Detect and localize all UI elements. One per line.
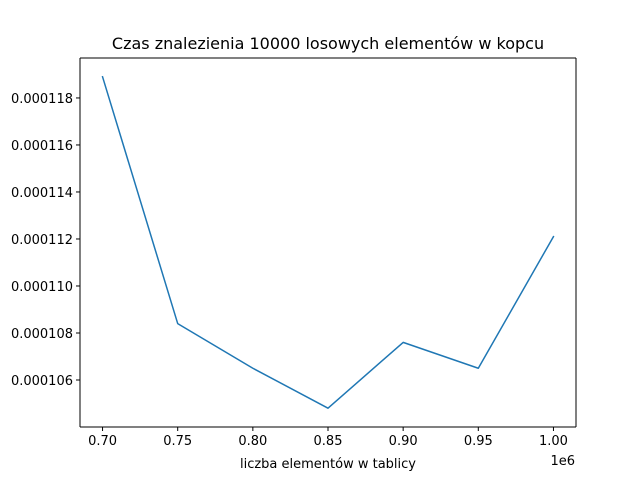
plot-area	[80, 58, 576, 427]
x-tick-label: 0.80	[238, 434, 267, 449]
y-tick-label: 0.000118	[11, 92, 73, 107]
y-tick-label: 0.000108	[11, 327, 73, 342]
y-axis-ticks: 0.000106 0.000108 0.000110 0.000112 0.000114…	[11, 92, 80, 389]
y-tick-label: 0.000114	[11, 186, 73, 201]
series-layer	[101, 75, 555, 409]
x-axis-offset-text: 1e6	[550, 454, 575, 469]
y-tick-label: 0.000106	[11, 374, 73, 389]
y-tick-label: 0.000110	[11, 280, 73, 295]
y-tick-label: 0.000112	[11, 233, 73, 248]
x-tick-label: 1.00	[539, 434, 568, 449]
x-axis-ticks: 0.70 0.75 0.80 0.85 0.90 0.95 1.00	[88, 427, 568, 449]
x-tick-label: 0.90	[389, 434, 418, 449]
y-tick-label: 0.000116	[11, 139, 73, 154]
series-line-0	[101, 75, 555, 409]
x-tick-label: 0.75	[163, 434, 192, 449]
x-tick-label: 0.95	[464, 434, 493, 449]
x-tick-label: 0.85	[314, 434, 343, 449]
x-axis-label: liczba elementów w tablicy	[240, 457, 416, 472]
x-tick-label: 0.70	[88, 434, 117, 449]
chart-title: Czas znalezienia 10000 losowych elementó…	[112, 34, 544, 53]
